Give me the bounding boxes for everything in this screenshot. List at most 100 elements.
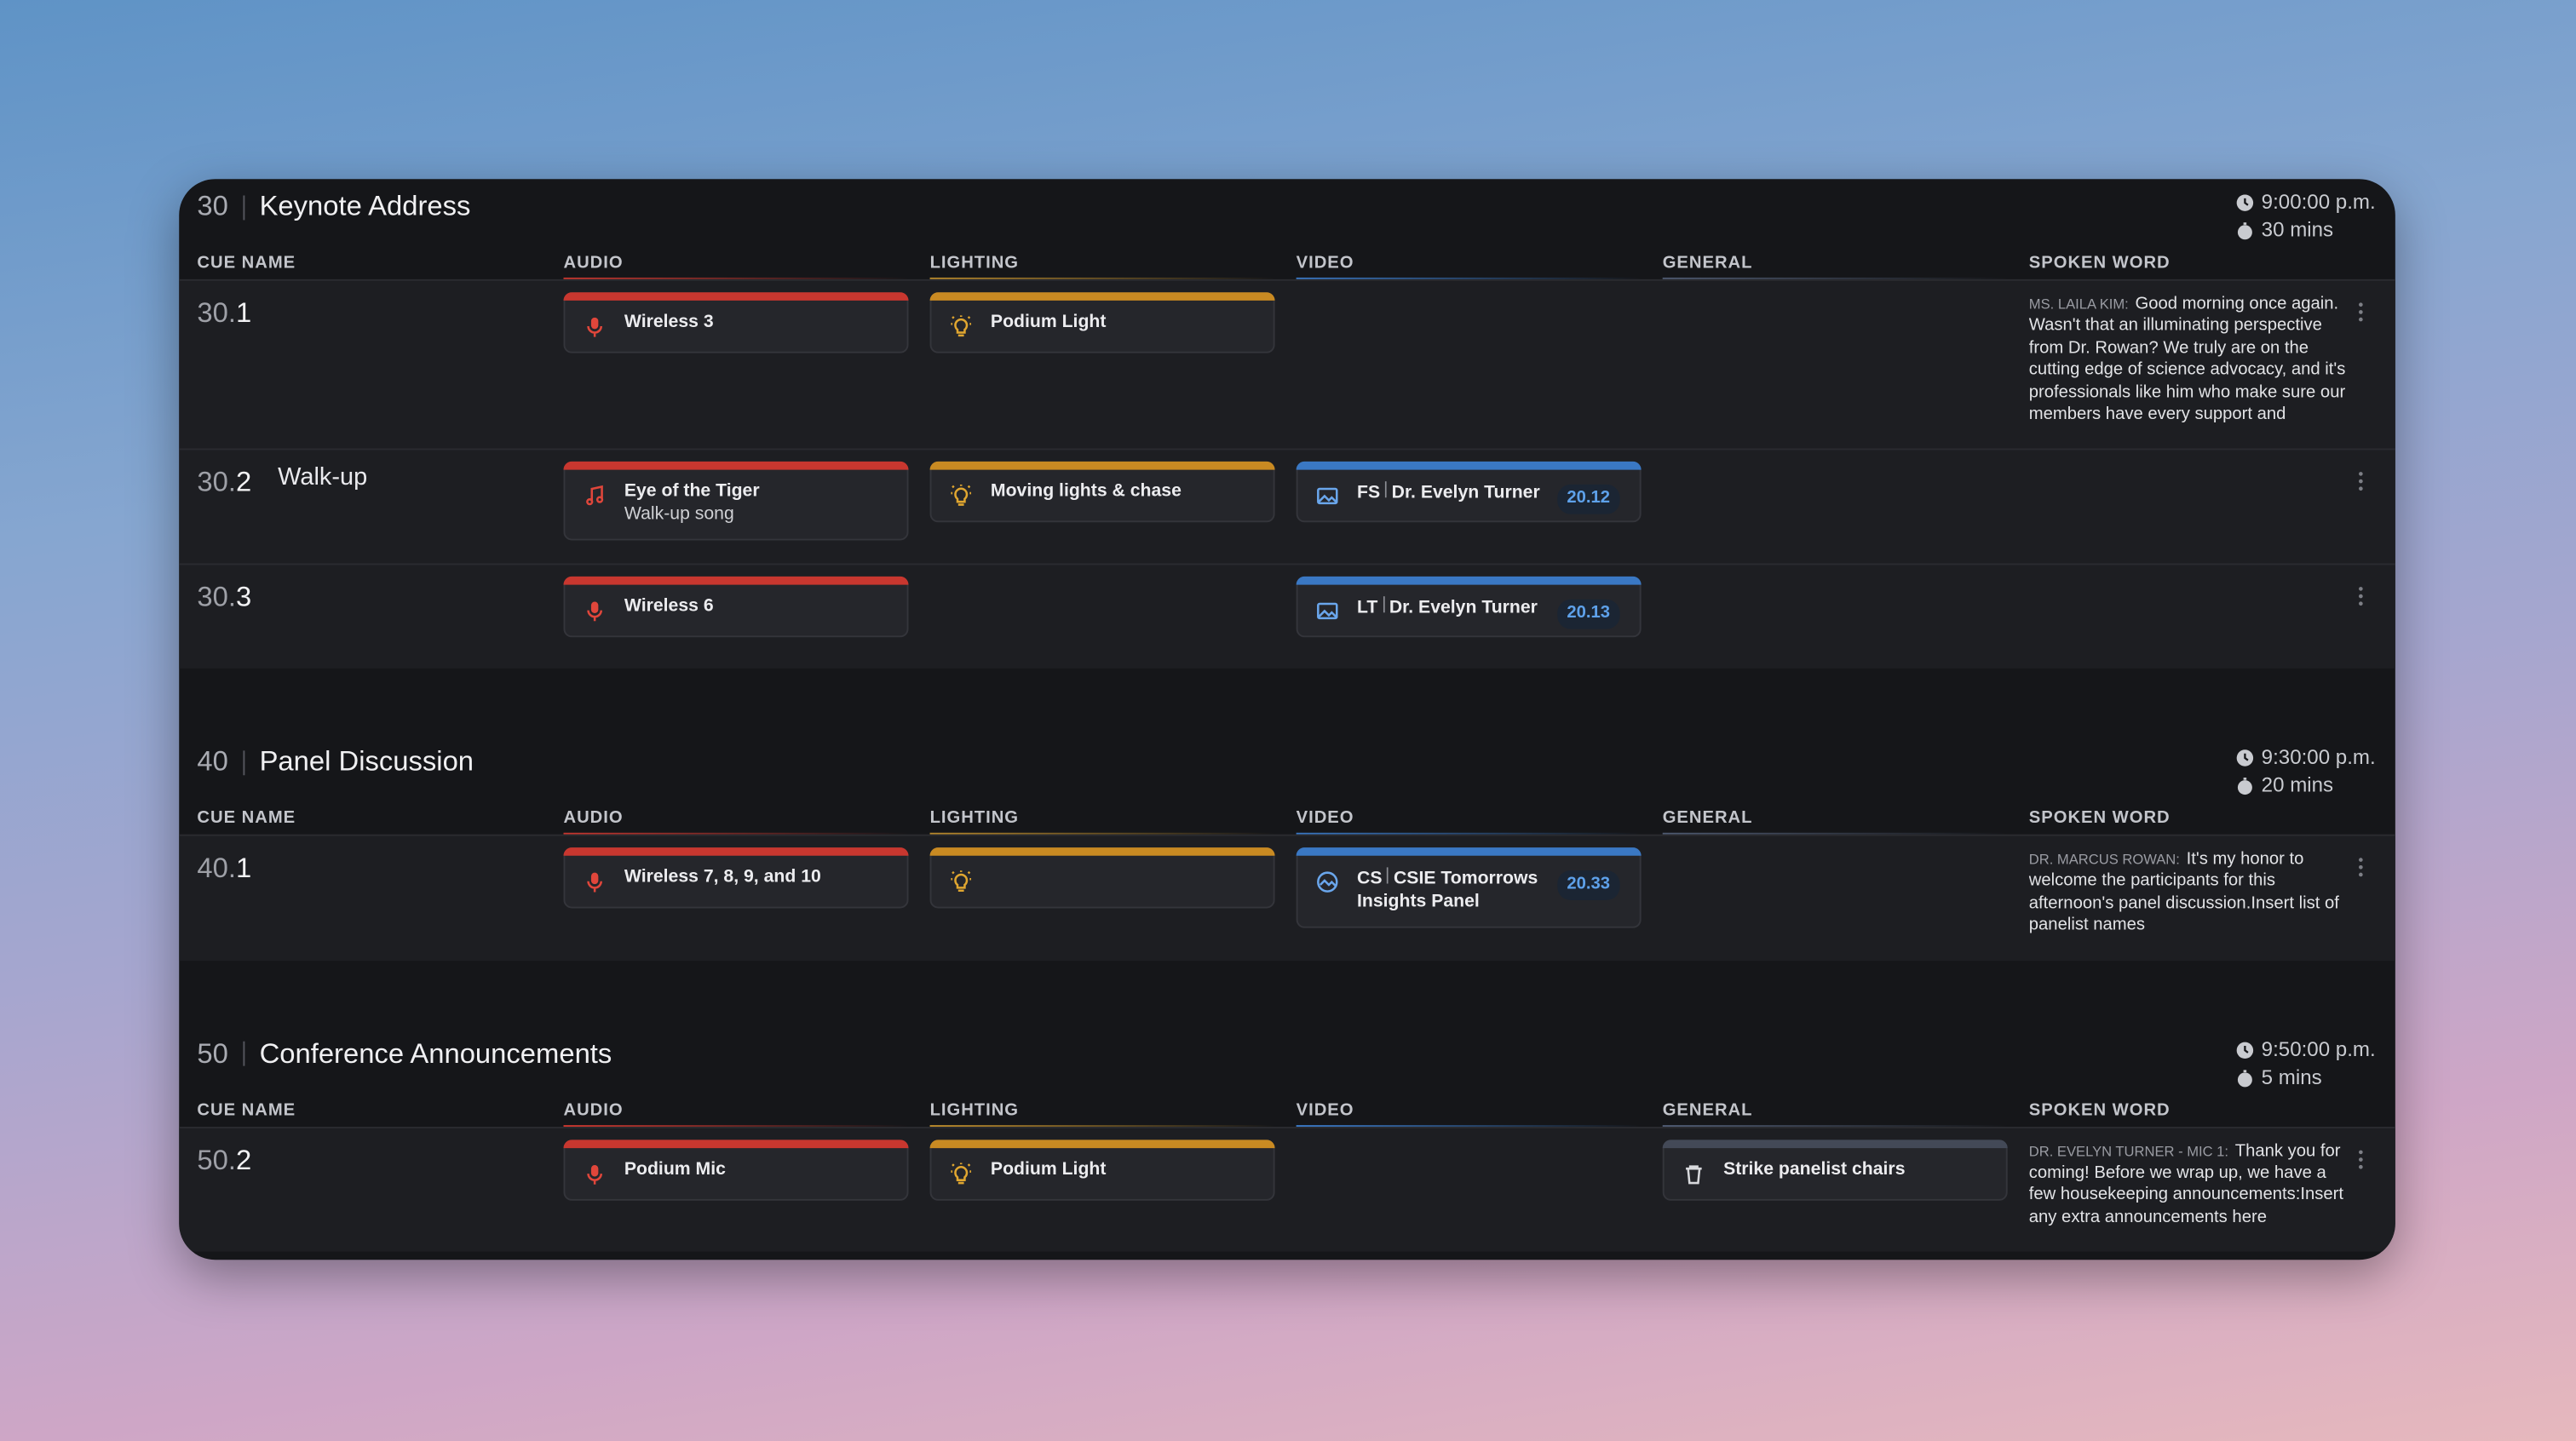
- lighting-slot: Podium Light: [929, 292, 1297, 425]
- section-header: 50 Conference Announcements 9:50:00 p.m. 5 …: [179, 1026, 2395, 1100]
- more-menu[interactable]: [2355, 856, 2367, 879]
- column-header: SPOKEN WORD: [2028, 253, 2395, 280]
- general-slot: Strike panelist chairs: [1662, 1139, 2029, 1229]
- speaker: DR. EVELYN TURNER - MIC 1:: [2028, 1142, 2229, 1159]
- video-cell: LT Dr. Evelyn Turner 20.13: [1296, 576, 1642, 638]
- duration-text: 30 mins: [2261, 218, 2334, 242]
- cue-index: 3: [236, 581, 252, 613]
- more-menu[interactable]: [2355, 1147, 2367, 1170]
- image-icon: [1317, 487, 1338, 505]
- divider: [1383, 596, 1385, 617]
- general-slot: [1663, 847, 2029, 937]
- bulb-icon: [951, 315, 972, 337]
- more-menu[interactable]: [2355, 470, 2367, 493]
- cell-text: FS Dr. Evelyn Turner: [1357, 471, 1626, 505]
- column-header: VIDEO: [1296, 253, 1663, 280]
- cell-text: Wireless 7, 8, 9, and 10: [624, 858, 894, 890]
- section-header: 30 Keynote Address 9:00:00 p.m. 30 mins: [179, 179, 2395, 253]
- more-menu[interactable]: [2355, 301, 2367, 324]
- cue-row: 30. 2 Walk-up Eye of the Tiger Walk-up song M…: [179, 448, 2395, 564]
- section-title: 40 Panel Discussion: [197, 746, 474, 779]
- cue-row: 40. 1 Wireless 7, 8, 9, and 10 CS CSIE Tomor…: [179, 834, 2395, 961]
- column-header: SPOKEN WORD: [2028, 1099, 2395, 1128]
- column-header: GENERAL: [1662, 1099, 2029, 1128]
- speaker: MS. LAILA KIM:: [2028, 296, 2129, 313]
- duration-text: 20 mins: [2261, 773, 2334, 797]
- section-name: Panel Discussion: [259, 745, 474, 778]
- color-bar: [563, 576, 909, 585]
- more-menu[interactable]: [2355, 585, 2367, 608]
- cue-name: 30. 3: [197, 577, 563, 646]
- divider: [243, 749, 245, 775]
- cue-row: 30. 3 Wireless 6 LT Dr. Evelyn Turner 20.13: [179, 563, 2395, 669]
- duration: 20 mins: [2235, 772, 2376, 800]
- time-text: 9:50:00 p.m.: [2261, 1037, 2376, 1061]
- start-time: 9:30:00 p.m.: [2235, 744, 2376, 772]
- section-name: Keynote Address: [259, 190, 471, 222]
- lighting-slot: [930, 577, 1297, 646]
- section-number: 50: [197, 1037, 228, 1069]
- lighting-slot: [929, 847, 1297, 937]
- video-slot: [1297, 1140, 1663, 1229]
- timer-icon: [2236, 778, 2251, 795]
- cell-label: Dr. Evelyn Turner: [1389, 597, 1538, 618]
- general-slot: [1663, 292, 2029, 425]
- color-bar: [1296, 847, 1642, 856]
- cell-label: Wireless 3: [624, 312, 714, 332]
- color-bar: [929, 1139, 1275, 1148]
- cell-text: Podium Light: [991, 302, 1260, 335]
- cell-sublabel: Walk-up song: [624, 503, 734, 524]
- music-icon: [586, 485, 604, 506]
- cue-badge: 20.12: [1556, 484, 1620, 514]
- divider: [1384, 481, 1387, 502]
- cue-index: 2: [236, 466, 252, 498]
- speaker: DR. MARCUS ROWAN:: [2028, 850, 2180, 868]
- column-header: GENERAL: [1662, 253, 2029, 280]
- audio-slot: Eye of the Tiger Walk-up song: [563, 461, 929, 541]
- color-bar: [929, 292, 1275, 301]
- spoken-text: Thank you for coming! Before we wrap up,…: [2028, 1140, 2344, 1227]
- cs-icon: [1317, 871, 1338, 893]
- section-name: Conference Announcements: [259, 1037, 612, 1069]
- section-meta: 9:00:00 p.m. 30 mins: [2235, 189, 2376, 245]
- video-type: FS: [1356, 482, 1381, 503]
- duration: 5 mins: [2235, 1064, 2376, 1092]
- lighting-slot: Moving lights & chase: [929, 461, 1297, 541]
- clock-icon: [2235, 749, 2253, 766]
- video-type: CS: [1356, 869, 1383, 889]
- bulb-icon: [951, 484, 972, 506]
- cue-sheet: 30 Keynote Address 9:00:00 p.m. 30 mins CUE …: [179, 179, 2395, 1260]
- cell-text: Podium Light: [991, 1149, 1260, 1181]
- lighting-cell: Podium Light: [929, 292, 1275, 353]
- cell-text: Moving lights & chase: [991, 471, 1260, 503]
- cue-row: 30. 1 Wireless 3 Podium Light MS. LAILA KIM:…: [179, 278, 2395, 449]
- color-bar: [1296, 461, 1642, 470]
- column-header: LIGHTING: [929, 808, 1297, 835]
- color-bar: [1296, 576, 1642, 585]
- color-bar: [563, 292, 909, 301]
- cue-prefix: 30.: [197, 297, 237, 329]
- mic-icon: [587, 601, 603, 622]
- dots-icon: [2359, 472, 2363, 491]
- timer-icon: [2236, 1069, 2251, 1087]
- duration: 30 mins: [2235, 217, 2376, 245]
- spoken-text: It's my honor to welcome the participant…: [2028, 849, 2339, 935]
- general-cell: Strike panelist chairs: [1662, 1139, 2008, 1201]
- cue-name: 30. 2 Walk-up: [197, 462, 563, 541]
- spoken-word: [2029, 577, 2351, 646]
- cue-index: 1: [236, 297, 252, 329]
- column-header: CUE NAME: [197, 253, 563, 280]
- section-title: 50 Conference Announcements: [197, 1037, 612, 1071]
- color-bar: [563, 1139, 909, 1148]
- cue-name: 50. 2: [197, 1140, 563, 1229]
- cell-text: [991, 858, 1260, 889]
- lighting-cell: [929, 847, 1275, 909]
- column-headers: CUE NAME AUDIO LIGHTING VIDEO GENERAL SPOKEN …: [179, 253, 2395, 280]
- bulb-icon: [951, 870, 972, 893]
- divider: [243, 1041, 245, 1066]
- color-bar: [929, 847, 1275, 856]
- audio-slot: Wireless 6: [563, 576, 929, 646]
- spoken-word: DR. MARCUS ROWAN: It's my honor to welcom…: [2029, 847, 2351, 937]
- cell-label: Podium Mic: [624, 1158, 726, 1179]
